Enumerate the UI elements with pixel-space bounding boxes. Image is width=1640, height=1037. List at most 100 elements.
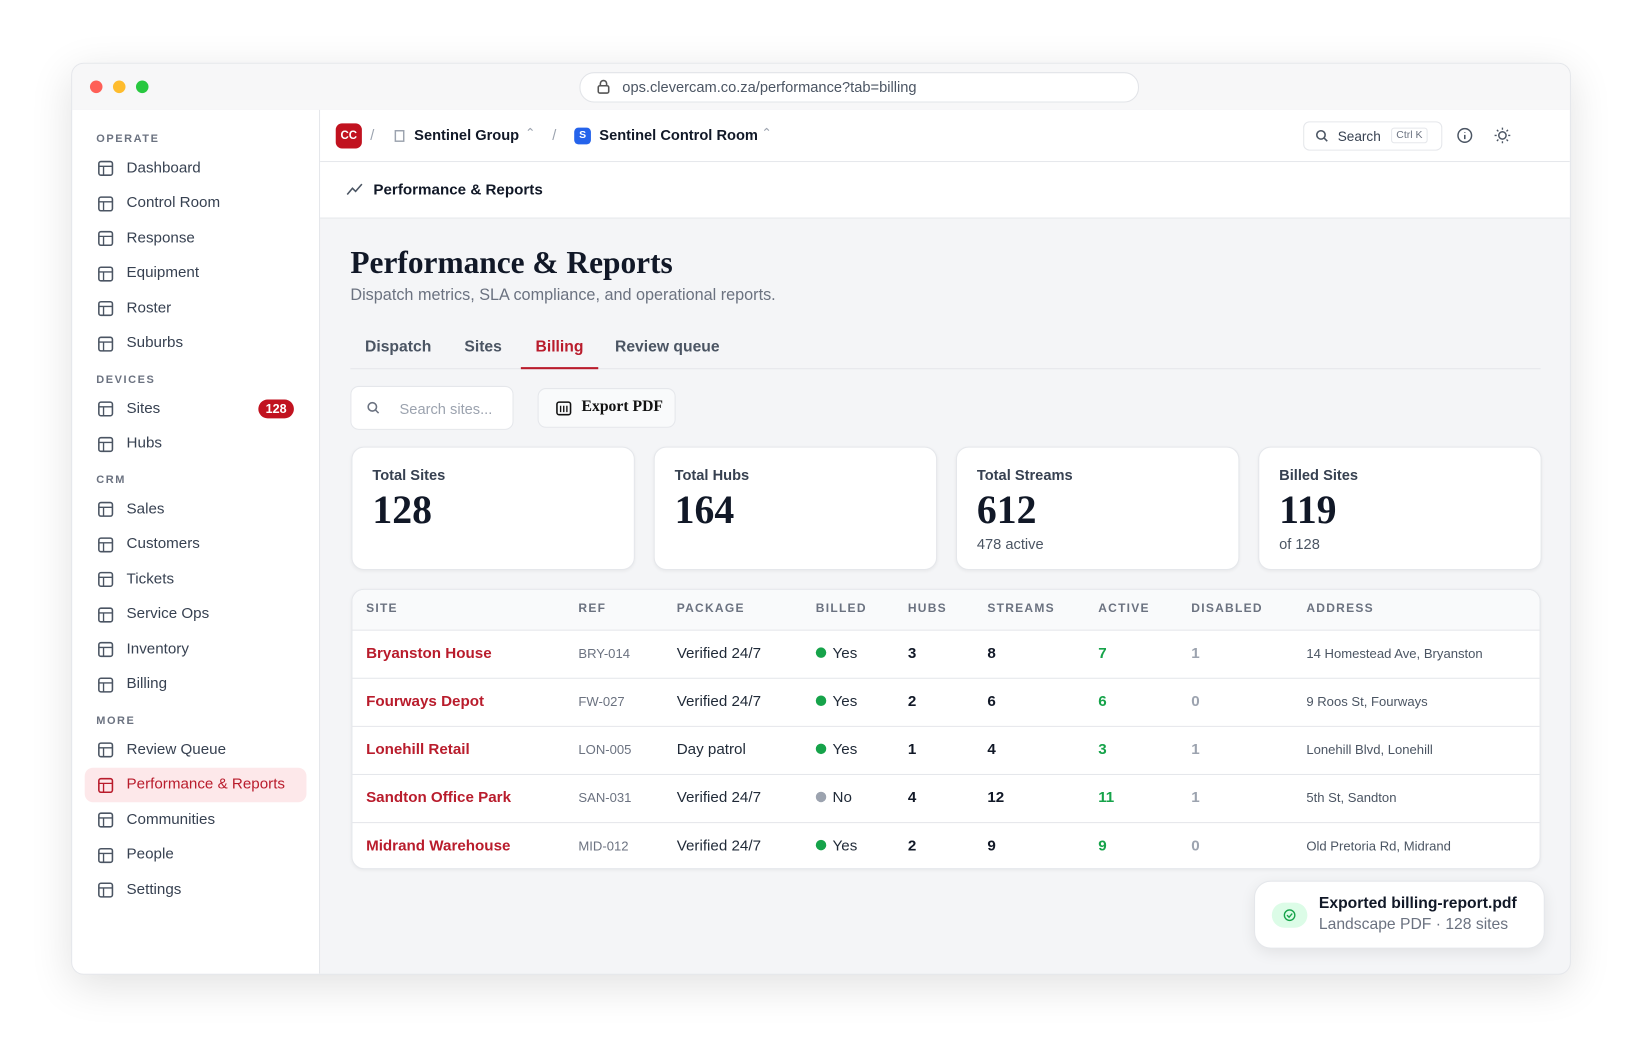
main: CC / Sentinel Group ⌃ / S Sentinel Contr… xyxy=(320,109,1570,974)
nav-label: Sites xyxy=(126,400,161,418)
minimize-button[interactable] xyxy=(112,80,126,94)
site-name[interactable]: Sentinel Control Room xyxy=(599,126,758,144)
table-row: Fourways Depot FW-027 Verified 24/7 Yes 2 6 6 0… xyxy=(352,678,1540,727)
nav-item[interactable]: People xyxy=(85,837,307,872)
nav-item[interactable]: Roster xyxy=(85,291,307,326)
nav-icon xyxy=(98,436,114,452)
nav-icon xyxy=(98,265,114,282)
address-bar[interactable]: ops.clevercam.co.za/performance?tab=bill… xyxy=(579,72,1139,103)
nav-item[interactable]: Billing xyxy=(85,667,307,702)
nav-icon xyxy=(98,882,114,898)
cell: 3 xyxy=(907,645,917,663)
tab[interactable]: Review queue xyxy=(614,337,720,356)
nav-item[interactable]: Control Room xyxy=(85,186,307,221)
nav-item[interactable]: Tickets xyxy=(85,562,307,597)
column-header: DISABLED xyxy=(1191,602,1263,615)
theme-icon[interactable] xyxy=(1494,127,1512,145)
nav-item[interactable]: Dashboard xyxy=(85,151,307,186)
billed-cell: Yes xyxy=(815,822,857,868)
search-button[interactable]: Search Ctrl K xyxy=(1303,121,1443,151)
billed-cell: Yes xyxy=(815,630,857,678)
toast-subtitle: Landscape PDF · 128 sites xyxy=(1318,915,1509,933)
tab[interactable]: Sites xyxy=(464,337,502,356)
nav-label: Suburbs xyxy=(126,334,184,352)
chevron: ⌃ xyxy=(761,125,772,141)
nav-item[interactable]: Communities xyxy=(85,802,307,837)
cell: 1 xyxy=(1191,789,1200,807)
nav-item[interactable]: Service Ops xyxy=(85,597,307,632)
column-header: ADDRESS xyxy=(1306,602,1374,615)
nav-item[interactable]: Hubs xyxy=(85,426,307,461)
nav-item[interactable]: Response xyxy=(85,221,307,256)
table-row: Lonehill Retail LON-005 Day patrol Yes 1 4 3 1 L… xyxy=(352,726,1540,776)
nav-item[interactable]: Equipment xyxy=(85,256,307,291)
search-icon xyxy=(1316,129,1328,142)
toast: Exported billing-report.pdf Landscape PD… xyxy=(1254,880,1545,949)
cell: 0 xyxy=(1191,837,1200,855)
nav-label: Service Ops xyxy=(126,605,210,623)
nav-item[interactable]: Performance & Reports xyxy=(84,767,307,803)
nav-icon xyxy=(98,536,114,552)
browser-window: ops.clevercam.co.za/performance?tab=bill… xyxy=(71,62,1571,975)
column-header: STREAMS xyxy=(987,602,1055,615)
close-button[interactable] xyxy=(89,80,103,94)
cell: Verified 24/7 xyxy=(676,645,762,663)
sites-table: SITE REF PACKAGE BILLED HUBS STREAMS ACTIVE DIS… xyxy=(351,588,1541,870)
nav-icon xyxy=(98,742,114,758)
cell: SAN-031 xyxy=(578,790,632,806)
site-search[interactable]: Search sites... xyxy=(350,385,514,430)
nav-label: Review Queue xyxy=(126,741,227,759)
site-link[interactable]: Bryanston House xyxy=(366,645,492,663)
export-label: Export PDF xyxy=(581,398,664,416)
crumb: Performance & Reports xyxy=(373,181,543,199)
nav-item[interactable]: Suburbs xyxy=(85,326,307,361)
cell: 9 xyxy=(1098,837,1107,855)
site-link[interactable]: Midrand Warehouse xyxy=(366,837,511,855)
group-label: DEVICES xyxy=(96,373,156,386)
info-icon[interactable] xyxy=(1457,127,1473,144)
org-name[interactable]: Sentinel Group xyxy=(414,126,520,144)
url-text: ops.clevercam.co.za/performance?tab=bill… xyxy=(622,78,917,96)
cell: Old Pretoria Rd, Midrand xyxy=(1306,838,1451,854)
tab[interactable]: Dispatch xyxy=(365,337,432,356)
cell: FW-027 xyxy=(578,694,625,710)
export-button[interactable]: Export PDF xyxy=(537,388,676,428)
status-dot xyxy=(815,743,827,755)
stat-sub: 478 active xyxy=(976,535,1044,553)
stat-card: Total Streams 612 478 active xyxy=(955,446,1240,571)
site-link[interactable]: Lonehill Retail xyxy=(366,741,470,759)
top-bar: CC / Sentinel Group ⌃ / S Sentinel Contr… xyxy=(320,109,1570,163)
stat-label: Total Hubs xyxy=(674,466,750,484)
group-label: MORE xyxy=(96,714,136,727)
status-dot xyxy=(815,791,827,803)
nav-item[interactable]: Inventory xyxy=(85,632,307,667)
lock-icon xyxy=(597,79,610,94)
nav-label: Sales xyxy=(126,500,165,518)
separator: / xyxy=(370,126,375,144)
zoom-button[interactable] xyxy=(135,80,149,94)
building-icon xyxy=(394,130,405,142)
nav-item[interactable]: Review Queue xyxy=(85,732,307,767)
site-link[interactable]: Sandton Office Park xyxy=(366,789,512,807)
nav-icon xyxy=(98,160,114,176)
toast-title: Exported billing-report.pdf xyxy=(1318,894,1517,913)
search-label: Search xyxy=(1337,128,1381,145)
nav-label: Customers xyxy=(126,535,200,553)
nav-item[interactable]: Sites 128 xyxy=(85,391,307,426)
site-link[interactable]: Fourways Depot xyxy=(366,693,485,711)
cell: 4 xyxy=(987,741,996,759)
check-icon xyxy=(1283,909,1296,922)
tab[interactable]: Billing xyxy=(520,338,599,370)
cell: Verified 24/7 xyxy=(676,693,762,711)
cell: 7 xyxy=(1098,645,1107,663)
column-header: PACKAGE xyxy=(676,602,745,615)
nav-label: Response xyxy=(126,229,195,247)
column-header: ACTIVE xyxy=(1098,602,1150,615)
nav-item[interactable]: Sales xyxy=(85,492,307,527)
cell: 1 xyxy=(907,741,917,759)
sidebar: OPERATE Dashboard Control Room Response Equi… xyxy=(72,109,321,974)
nav-item[interactable]: Customers xyxy=(85,527,307,562)
nav-item[interactable]: Settings xyxy=(85,872,307,907)
